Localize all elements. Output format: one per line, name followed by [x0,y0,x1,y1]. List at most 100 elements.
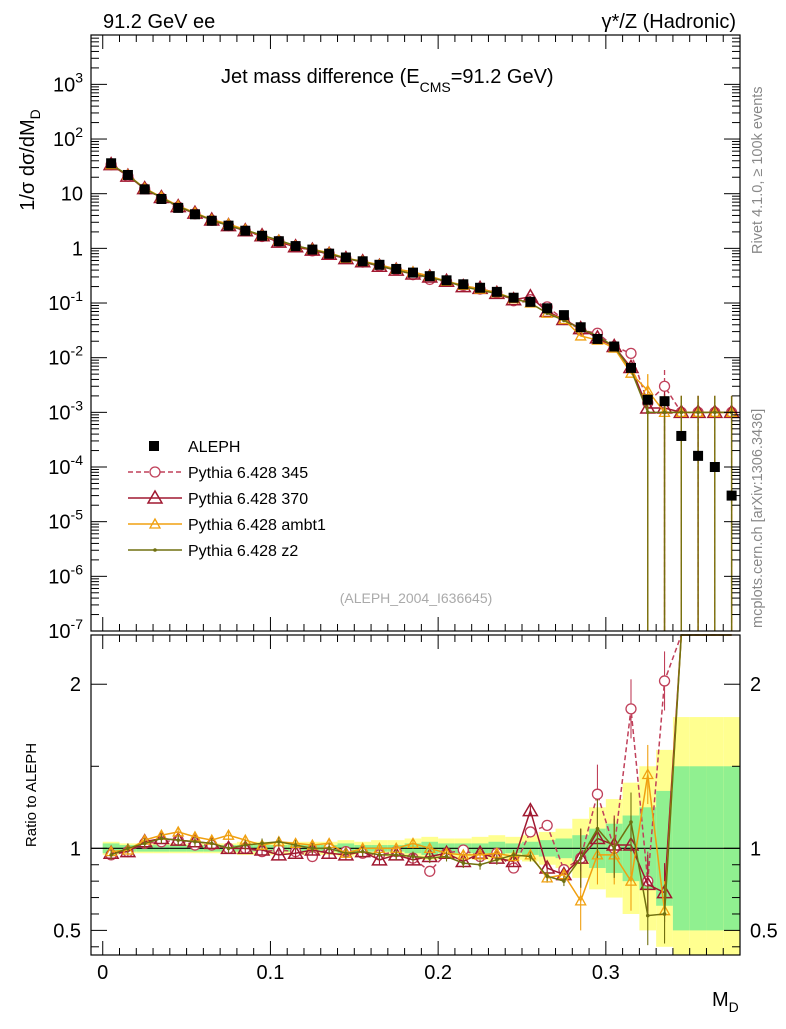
ratio-data-point [591,788,604,800]
ratio-series-pythia-6.428-z2 [109,634,732,946]
ratio-data-point [629,820,633,824]
main-y-tick-label: 10-4 [48,452,83,479]
ratio-data-point [255,838,269,850]
x-tick-label: 0.3 [592,962,620,984]
aleph-data-point [441,275,452,286]
rivet-version-label: Rivet 4.1.0, ≥ 100k events [750,86,766,254]
ratio-data-point [109,853,113,857]
legend-marker [153,548,157,552]
main-data-point [713,410,717,415]
ratio-data-point [371,851,388,866]
main-data-point [574,329,587,341]
ratio-data-point [591,848,604,860]
aleph-data-point [693,450,704,461]
ratio-data-point [574,894,587,906]
ratio-data-point [511,853,516,857]
ratio-data-point [159,836,164,841]
aleph-data-point [491,286,502,297]
ratio-data-point [545,874,549,879]
aleph-data-point [625,362,636,373]
aleph-data-point [240,225,251,236]
legend-item: Pythia 6.428 z2 [128,543,298,560]
main-series-aleph [106,158,737,501]
ratio-y-tick-label-right: 2 [750,674,761,696]
ratio-data-point [528,854,533,859]
energy-label: 91.2 GeV ee [103,11,215,33]
ratio-data-point [612,846,617,851]
ratio-data-point [522,802,539,817]
ratio-data-point [270,846,288,861]
ratio-data-point [624,874,638,886]
ratio-data-point [387,846,405,861]
main-y-tick-label: 10-5 [48,507,83,534]
aleph-data-point [458,279,469,290]
ratio-data-point [473,848,487,860]
main-plot-frame [90,34,741,632]
main-y-tick-label: 10-6 [48,561,83,588]
ratio-data-point [287,844,304,860]
ratio-data-point [658,675,671,687]
legend-marker [148,517,162,529]
main-data-point [679,410,684,415]
aleph-data-point [374,259,385,270]
ratio-y-tick-label: 0.5 [53,920,81,942]
aleph-data-point [676,430,687,441]
ratio-data-point [411,854,415,859]
ratio-data-point [406,837,420,849]
ratio-data-point [578,856,583,860]
plot-title-sub: CMS [420,79,451,95]
main-data-point [658,380,671,392]
legend-label: Pythia 6.428 ambt1 [188,517,326,534]
ratio-data-point [236,839,254,855]
ratio-data-point [142,841,147,846]
aleph-data-point [592,333,603,344]
legend-item: ALEPH [149,439,240,456]
plot-title: Jet mass difference (ECMS=91.2 GeV) [221,66,554,95]
aleph-data-point [122,169,133,180]
ratio-data-point [541,819,553,832]
ratio-data-point [126,846,130,851]
aleph-data-point [659,396,670,407]
mcplots-label: mcplots.cern.ch [arXiv:1306.3436] [750,409,766,628]
aleph-data-point [609,341,620,352]
plot-title-main: Jet mass difference (E [221,66,420,88]
main-series-pythia-6.428-z2 [109,162,734,631]
legend-label: Pythia 6.428 345 [188,465,308,482]
aleph-data-point [307,244,318,255]
ratio-data-point [260,841,264,846]
aleph-data-point [273,236,284,247]
ratio-series-line [110,634,732,917]
ratio-data-point [344,851,348,856]
aleph-data-point [508,292,519,303]
legend-marker [149,466,161,478]
ratio-data-point [427,856,432,860]
aleph-data-point [106,158,117,169]
plot-title-end: =91.2 GeV) [451,66,554,88]
ratio-data-point [226,846,231,851]
legend-label: Pythia 6.428 z2 [188,543,298,560]
aleph-data-point [324,248,335,259]
main-y-tick-label: 103 [53,69,83,96]
ratio-data-point [193,839,197,844]
legend-item: Pythia 6.428 345 [128,465,308,482]
main-data-point [625,347,637,360]
ratio-data-point [320,844,338,860]
ratio-data-point [662,912,667,916]
aleph-data-point [407,267,418,278]
main-y-tick-label: 102 [53,124,83,151]
ratio-data-point [222,828,235,840]
aleph-data-point [139,184,150,195]
ratio-data-point [277,839,281,844]
aleph-data-point [525,296,536,307]
ratio-data-point [424,865,436,877]
ratio-data-point [562,879,566,883]
ratio-data-point [404,851,422,866]
axis-ticks-layer: 10-7 10-6 10-5 10-4 10-3 10-2 10-1 1 10 102 103 0 0.… [48,34,778,984]
main-y-tick-label: 1 [72,238,83,260]
ratio-y-tick-label: 2 [70,674,81,696]
aleph-data-point [257,230,268,241]
ratio-data-point [444,854,449,859]
aleph-data-point [424,271,435,282]
legend-item: Pythia 6.428 370 [128,489,308,508]
ratio-data-point [394,853,399,857]
